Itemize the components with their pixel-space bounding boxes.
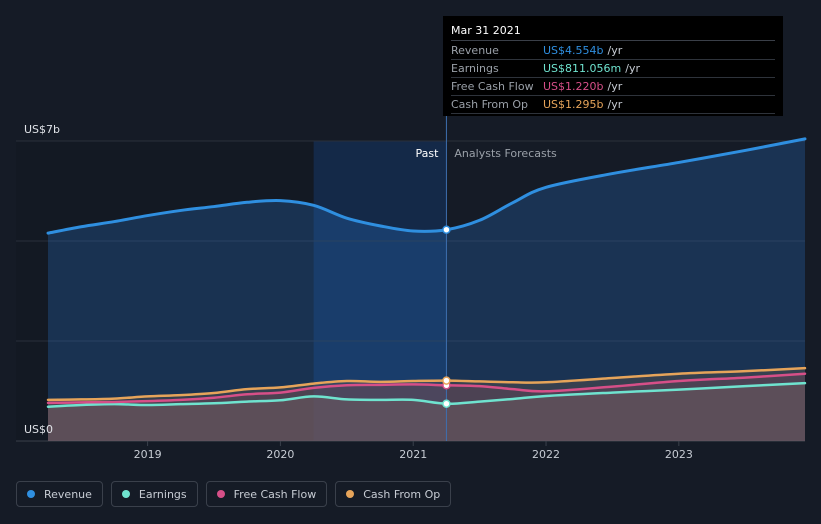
legend-dot-icon bbox=[346, 490, 355, 498]
series-lines bbox=[46, 137, 807, 408]
free-cash-flow-area bbox=[48, 373, 805, 441]
legend-item-cash-from-op[interactable]: Cash From Op bbox=[335, 481, 452, 507]
tooltip-row-label: Free Cash Flow bbox=[451, 80, 534, 93]
free-cash-flow-line bbox=[46, 372, 807, 405]
tooltip-row: Revenue US$4.554b/yr bbox=[451, 42, 775, 60]
series-areas bbox=[48, 138, 805, 441]
tooltip-row: Earnings US$811.056m/yr bbox=[451, 60, 775, 78]
x-axis-ticks: 2019 2020 2021 2022 2023 bbox=[134, 441, 693, 461]
x-tick-label: 2023 bbox=[665, 448, 693, 461]
x-tick-label: 2019 bbox=[134, 448, 162, 461]
x-tick-label: 2020 bbox=[266, 448, 294, 461]
highlight-band bbox=[313, 141, 447, 441]
tooltip: Mar 31 2021 Revenue US$4.554b/yr Earnings U… bbox=[443, 16, 783, 116]
y-axis-top-label: US$7b bbox=[24, 123, 60, 136]
y-axis-bottom-label: US$0 bbox=[24, 423, 53, 436]
revenue-line bbox=[46, 137, 807, 235]
cash-from-op-line bbox=[46, 366, 807, 402]
legend-label: Earnings bbox=[138, 487, 187, 501]
legend-label: Revenue bbox=[44, 487, 92, 501]
tooltip-row: Free Cash Flow US$1.220b/yr bbox=[451, 78, 775, 96]
tooltip-row-label: Earnings bbox=[451, 62, 499, 75]
tooltip-row-unit: /yr bbox=[607, 98, 623, 111]
tooltip-row-unit: /yr bbox=[607, 80, 623, 93]
tooltip-row-value: US$1.220b/yr bbox=[543, 80, 623, 93]
past-label: Past bbox=[415, 147, 439, 160]
tooltip-row: Cash From Op US$1.295b/yr bbox=[451, 96, 775, 114]
revenue-highlight-point bbox=[442, 225, 451, 234]
legend-dot-icon bbox=[27, 490, 35, 498]
legend-dot-icon bbox=[121, 490, 130, 498]
x-tick-label: 2022 bbox=[532, 448, 560, 461]
tooltip-row-value: US$4.554b/yr bbox=[543, 44, 623, 57]
highlight-markers bbox=[442, 225, 451, 408]
earnings-highlight-point bbox=[442, 399, 451, 408]
tooltip-row-label: Cash From Op bbox=[451, 98, 529, 111]
chart-area: 2019 2020 2021 2022 2023 US$7b US$0 Past Ana… bbox=[16, 16, 807, 461]
revenue-area bbox=[48, 138, 805, 441]
tooltip-row-value: US$1.295b/yr bbox=[543, 98, 623, 111]
legend-label: Cash From Op bbox=[363, 487, 441, 501]
legend-item-earnings[interactable]: Earnings bbox=[110, 481, 198, 507]
legend-dot-icon bbox=[216, 490, 225, 498]
legend-item-revenue[interactable]: Revenue bbox=[16, 481, 103, 507]
legend: Revenue Earnings Free Cash Flow Cash From O… bbox=[16, 481, 452, 509]
legend-label: Free Cash Flow bbox=[233, 487, 317, 501]
earnings-line bbox=[46, 381, 807, 408]
tooltip-date: Mar 31 2021 bbox=[451, 22, 775, 41]
tooltip-row-unit: /yr bbox=[607, 44, 623, 57]
forecast-label: Analysts Forecasts bbox=[454, 147, 557, 160]
legend-item-free-cash-flow[interactable]: Free Cash Flow bbox=[205, 481, 328, 507]
cash-from-op-highlight-point bbox=[442, 376, 451, 385]
x-tick-label: 2021 bbox=[399, 448, 427, 461]
tooltip-row-label: Revenue bbox=[451, 44, 499, 57]
tooltip-row-unit: /yr bbox=[625, 62, 640, 75]
tooltip-row-value: US$811.056m/yr bbox=[543, 62, 640, 75]
earnings-area bbox=[48, 383, 805, 441]
